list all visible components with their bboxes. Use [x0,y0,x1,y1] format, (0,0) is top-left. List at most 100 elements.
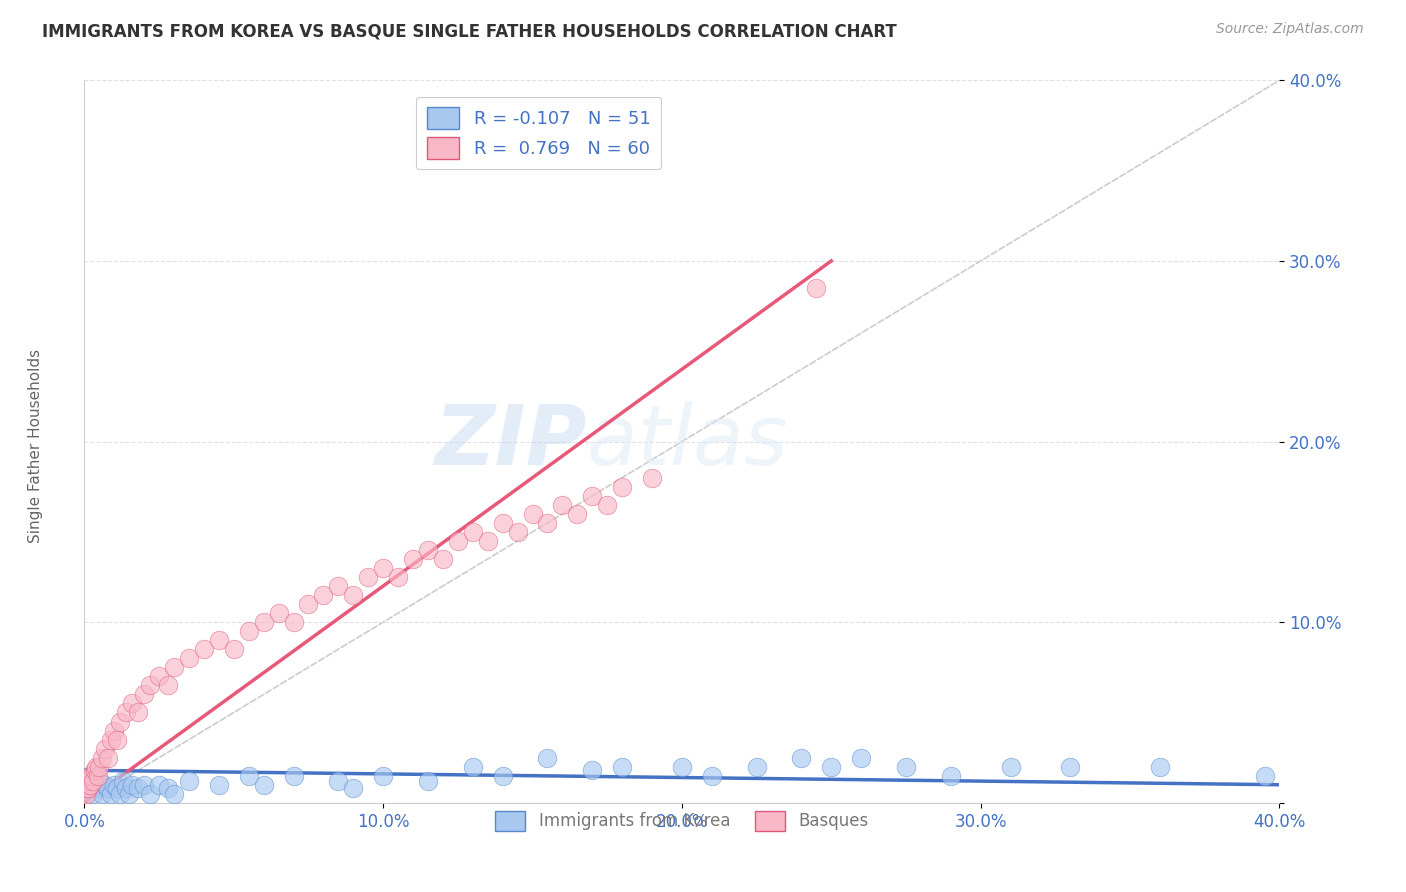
Point [103,778,125,792]
Point [267,606,290,620]
Point [342,781,364,796]
Point [283,769,305,783]
Point [163,787,186,801]
Point [105,781,128,796]
Point [89,760,111,774]
Point [222,642,245,657]
Point [596,498,619,512]
Text: Source: ZipAtlas.com: Source: ZipAtlas.com [1216,22,1364,37]
Point [1000,760,1022,774]
Point [328,579,350,593]
Point [461,524,484,539]
Point [79,778,101,792]
Point [1149,760,1171,774]
Point [94,741,117,756]
Point [447,533,470,548]
Point [80,774,103,789]
Point [238,624,260,639]
Point [100,732,122,747]
Point [820,760,842,774]
Point [671,760,693,774]
Point [79,781,101,796]
Point [492,769,515,783]
Point [77,781,100,796]
Point [373,769,395,783]
Point [851,750,873,764]
Point [581,489,603,503]
Point [83,778,105,792]
Point [77,774,100,789]
Point [132,687,156,701]
Point [157,678,180,692]
Point [163,660,186,674]
Point [193,642,215,657]
Point [612,760,634,774]
Point [790,750,813,764]
Point [177,651,200,665]
Point [79,769,101,783]
Point [148,778,170,792]
Point [461,760,484,774]
Point [127,706,149,720]
Point [522,507,544,521]
Point [97,781,120,796]
Point [127,781,149,796]
Point [83,764,105,778]
Point [91,750,114,764]
Legend: Immigrants from Korea, Basques: Immigrants from Korea, Basques [488,805,876,838]
Point [939,769,962,783]
Point [492,516,515,530]
Point [82,774,104,789]
Point [76,778,98,792]
Point [121,697,143,711]
Point [103,723,125,738]
Point [328,774,350,789]
Point [112,774,135,789]
Point [76,778,98,792]
Point [80,769,103,783]
Text: atlas: atlas [586,401,787,482]
Point [157,781,180,796]
Point [97,750,120,764]
Point [86,781,108,796]
Point [208,778,231,792]
Point [238,769,260,783]
Point [148,669,170,683]
Point [139,787,162,801]
Point [745,760,768,774]
Point [1059,760,1081,774]
Point [77,769,100,783]
Point [115,706,138,720]
Point [86,760,108,774]
Point [121,778,143,792]
Text: Single Father Households: Single Father Households [28,349,42,543]
Point [253,615,276,630]
Point [357,570,380,584]
Point [536,750,558,764]
Point [94,778,117,792]
Point [139,678,162,692]
Point [581,764,603,778]
Point [297,597,319,611]
Point [87,769,110,783]
Text: IMMIGRANTS FROM KOREA VS BASQUE SINGLE FATHER HOUSEHOLDS CORRELATION CHART: IMMIGRANTS FROM KOREA VS BASQUE SINGLE F… [42,22,897,40]
Point [76,781,98,796]
Point [806,281,828,295]
Point [432,552,454,566]
Point [551,498,574,512]
Point [100,787,122,801]
Point [110,787,132,801]
Point [82,787,104,801]
Point [208,633,231,648]
Point [700,769,723,783]
Point [312,588,335,602]
Point [416,542,439,557]
Point [477,533,499,548]
Point [402,552,425,566]
Point [105,732,128,747]
Point [253,778,276,792]
Point [894,760,917,774]
Point [387,570,409,584]
Point [342,588,364,602]
Point [283,615,305,630]
